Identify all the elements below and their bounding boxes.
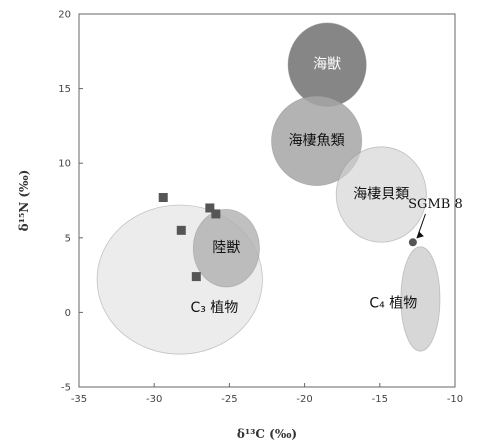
data-points [158,193,417,282]
region-ellipses [96,22,441,355]
data-point-square-2 [205,203,215,213]
data-point-square-1 [176,225,186,235]
y-tick-label-2: 5 [65,233,71,244]
data-point-square-4 [191,272,201,282]
region-ellipse-3 [271,95,363,186]
y-tick-label-3: 10 [58,159,71,170]
y-tick-label-0: -5 [61,383,71,394]
region-label-5: C₄ 植物 [369,295,417,311]
data-point-square-0 [158,193,168,203]
data-point-square-3 [211,209,221,219]
annotations: SGMB 8 [408,197,463,239]
y-axis-title: δ¹⁵N (‰) [17,170,31,232]
region-label-4: 海棲貝類 [353,187,409,203]
region-ellipse-1 [192,209,260,288]
region-label-2: 海獣 [313,57,341,73]
region-label-0: C₃ 植物 [190,300,238,316]
axes: -35 -30 -25 -20 -15 -10 -5 0 5 10 15 20 δ¹³C (‰) δ¹⁵N… [17,10,463,442]
x-axis-title: δ¹³C (‰) [237,427,297,441]
annotation-arrow-head-0 [416,231,424,239]
region-label-1: 陸獣 [212,240,240,256]
x-tick-label-0: -35 [71,394,87,405]
region-ellipse-5 [400,246,441,352]
region-label-3: 海棲魚類 [289,133,345,149]
y-tick-label-5: 20 [58,10,71,21]
y-tick-label-1: 0 [65,308,71,319]
x-tick-label-1: -30 [146,394,162,405]
data-point-circle-0 [408,238,417,247]
x-tick-label-2: -25 [221,394,237,405]
region-ellipse-4 [335,146,427,243]
y-tick-label-4: 15 [58,84,71,95]
x-tick-label-3: -20 [296,394,312,405]
plot-frame [78,13,456,388]
x-tick-label-5: -10 [447,394,463,405]
x-tick-label-4: -15 [372,394,388,405]
annotation-label-0: SGMB 8 [408,197,463,212]
